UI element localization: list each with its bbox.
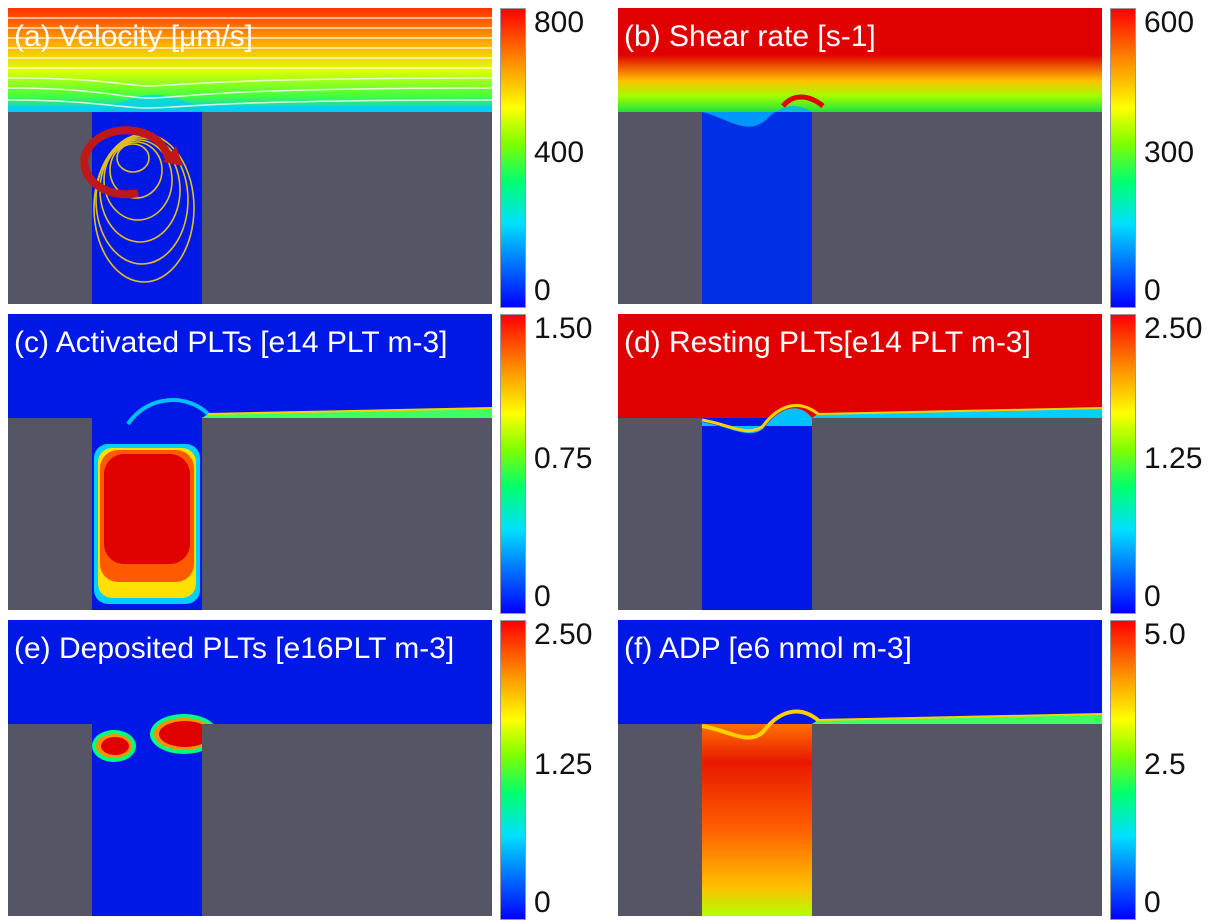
colorbar-mid: 1.25 bbox=[1144, 442, 1203, 475]
resting-plts-field bbox=[618, 314, 1103, 610]
panel-title: (f) ADP [e6 nmol m-3] bbox=[624, 632, 912, 665]
colorbar-mid: 2.5 bbox=[1144, 748, 1186, 781]
colorbar-min: 0 bbox=[1144, 580, 1161, 613]
colorbar-mid: 0.75 bbox=[534, 442, 593, 475]
panel-title: (c) Activated PLTs [e14 PLT m-3] bbox=[14, 326, 448, 359]
colorbar bbox=[500, 314, 526, 614]
panel-title: (a) Velocity [μm/s] bbox=[14, 20, 254, 53]
colorbar-max: 2.50 bbox=[534, 618, 593, 651]
circulation-arrow-icon bbox=[80, 126, 172, 199]
colorbar-min: 0 bbox=[1144, 274, 1161, 307]
colorbar-min: 0 bbox=[534, 886, 551, 919]
colorbar-max: 5.0 bbox=[1144, 618, 1186, 651]
colorbar-max: 2.50 bbox=[1144, 312, 1203, 345]
panel-resting-plts: (d) Resting PLTs[e14 PLT m-3] 2.50 1.25 … bbox=[618, 314, 1211, 614]
panel-shear-rate: (b) Shear rate [s-1] 600 300 0 bbox=[618, 8, 1211, 308]
colorbar bbox=[1110, 314, 1136, 614]
colorbar-max: 600 bbox=[1144, 6, 1195, 39]
shear-rate-field bbox=[618, 8, 1102, 304]
panel-deposited-plts: (e) Deposited PLTs [e16PLT m-3] 2.50 1.2… bbox=[8, 620, 608, 920]
panel-velocity: (a) Velocity [μm/s] 800 400 0 bbox=[8, 8, 608, 308]
colorbar bbox=[1110, 8, 1136, 308]
colorbar-min: 0 bbox=[534, 274, 551, 307]
panel-title: (d) Resting PLTs[e14 PLT m-3] bbox=[624, 326, 1031, 359]
colorbar-max: 800 bbox=[534, 6, 585, 39]
colorbar-mid: 1.25 bbox=[534, 748, 593, 781]
deposited-plts-field bbox=[8, 620, 492, 916]
colorbar-min: 0 bbox=[534, 580, 551, 613]
activated-plts-field bbox=[8, 314, 493, 610]
adp-field bbox=[618, 620, 1103, 916]
panel-activated-plts: (c) Activated PLTs [e14 PLT m-3] 1.50 0.… bbox=[8, 314, 608, 614]
panel-adp: (f) ADP [e6 nmol m-3] 5.0 2.5 0 bbox=[618, 620, 1211, 920]
colorbar-max: 1.50 bbox=[534, 312, 593, 345]
velocity-field bbox=[8, 8, 493, 304]
colorbar-min: 0 bbox=[1144, 886, 1161, 919]
colorbar-mid: 300 bbox=[1144, 136, 1195, 169]
colorbar bbox=[1110, 620, 1136, 920]
panel-title: (e) Deposited PLTs [e16PLT m-3] bbox=[14, 632, 455, 665]
colorbar bbox=[500, 8, 526, 308]
colorbar-mid: 400 bbox=[534, 136, 585, 169]
colorbar bbox=[500, 620, 526, 920]
panel-title: (b) Shear rate [s-1] bbox=[624, 20, 876, 53]
